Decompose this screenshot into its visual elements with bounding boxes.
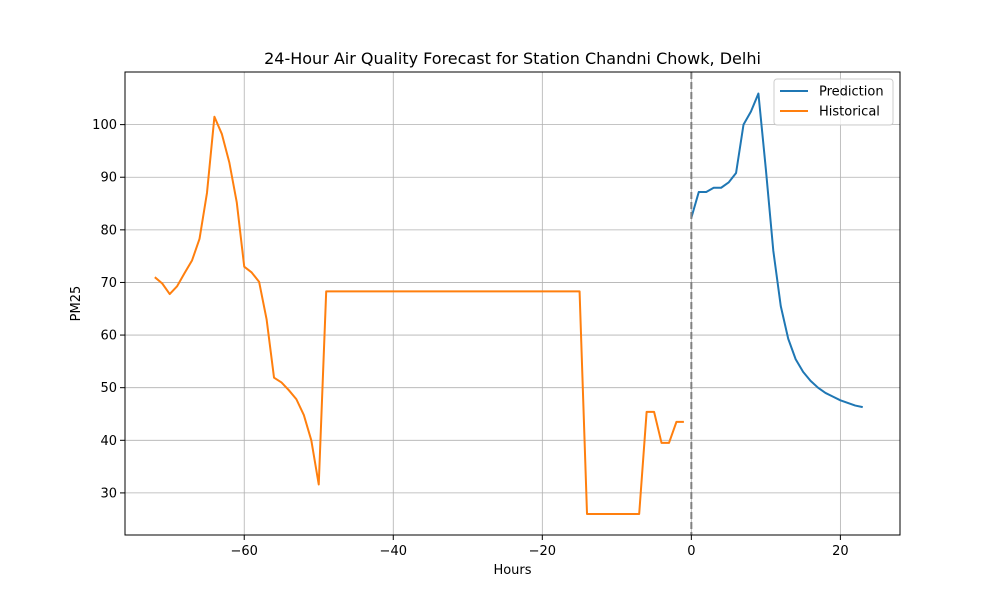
x-tick-label: −40 xyxy=(380,544,407,559)
x-axis-label: Hours xyxy=(493,563,531,578)
series-layer xyxy=(154,92,863,515)
x-tick-label: 0 xyxy=(687,544,695,559)
y-tick-label: 40 xyxy=(100,434,117,449)
plot-frame xyxy=(124,71,901,536)
y-tick-label: 90 xyxy=(100,171,117,186)
chart-title: 24-Hour Air Quality Forecast for Station… xyxy=(264,49,761,68)
y-tick-label: 100 xyxy=(92,118,117,133)
y-tick-label: 80 xyxy=(100,223,117,238)
y-tick-label: 70 xyxy=(100,276,117,291)
x-tick-label: −20 xyxy=(529,544,556,559)
y-tick-label: 50 xyxy=(100,381,117,396)
x-tick-label: −60 xyxy=(231,544,258,559)
y-tick-label: 30 xyxy=(100,486,117,501)
legend-label: Historical xyxy=(819,105,880,120)
legend-label: Prediction xyxy=(819,85,884,100)
x-tick-label: 20 xyxy=(832,544,849,559)
plot-area: −60 −40 −20 0 20 30 40 50 60 70 80 90 100 xyxy=(92,71,901,559)
legend: Prediction Historical xyxy=(773,78,894,126)
x-axis: −60 −40 −20 0 20 xyxy=(231,535,849,559)
y-axis-label: PM25 xyxy=(69,286,84,322)
y-axis: 30 40 50 60 70 80 90 100 xyxy=(92,118,125,501)
series-line-historical xyxy=(154,115,684,515)
series-line-prediction xyxy=(690,92,863,409)
y-tick-label: 60 xyxy=(100,329,117,344)
